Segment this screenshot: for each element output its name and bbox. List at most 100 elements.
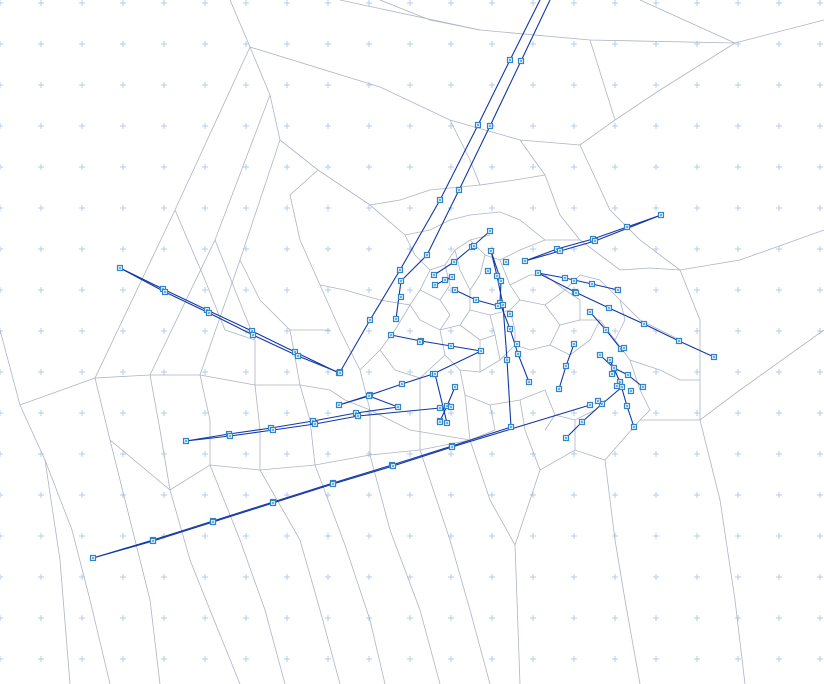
graph-node[interactable] xyxy=(598,353,603,358)
graph-node[interactable] xyxy=(501,303,506,308)
graph-node[interactable] xyxy=(472,244,477,249)
graph-node[interactable] xyxy=(620,385,625,390)
graph-node[interactable] xyxy=(622,346,627,351)
graph-node[interactable] xyxy=(443,278,448,283)
graph-node[interactable] xyxy=(251,333,256,338)
graph-node[interactable] xyxy=(496,304,501,309)
graph-node[interactable] xyxy=(488,229,493,234)
graph-node[interactable] xyxy=(516,352,521,357)
graph-node[interactable] xyxy=(433,283,438,288)
graph-node[interactable] xyxy=(91,556,96,561)
graph-node[interactable] xyxy=(438,406,443,411)
graph-node[interactable] xyxy=(612,366,617,371)
graph-node[interactable] xyxy=(486,269,491,274)
graph-node[interactable] xyxy=(452,260,457,265)
graph-node[interactable] xyxy=(271,428,276,433)
graph-node[interactable] xyxy=(445,421,450,426)
graph-node[interactable] xyxy=(228,434,233,439)
graph-node[interactable] xyxy=(398,268,403,273)
graph-node[interactable] xyxy=(572,342,577,347)
graph-node[interactable] xyxy=(626,373,631,378)
graph-node[interactable] xyxy=(523,259,528,264)
graph-node[interactable] xyxy=(508,58,513,63)
graph-node[interactable] xyxy=(438,420,443,425)
graph-node[interactable] xyxy=(399,295,404,300)
graph-node[interactable] xyxy=(296,354,301,359)
graph-node[interactable] xyxy=(271,501,276,506)
graph-node[interactable] xyxy=(449,344,454,349)
link-path[interactable] xyxy=(120,268,339,373)
graph-node[interactable] xyxy=(574,291,579,296)
graph-node[interactable] xyxy=(476,123,481,128)
graph-node[interactable] xyxy=(479,349,484,354)
graph-node[interactable] xyxy=(331,482,336,487)
graph-node[interactable] xyxy=(391,464,396,469)
graph-node[interactable] xyxy=(596,399,601,404)
link-path[interactable] xyxy=(538,273,618,290)
graph-node[interactable] xyxy=(615,384,620,389)
graph-node[interactable] xyxy=(211,520,216,525)
graph-node[interactable] xyxy=(629,389,634,394)
graph-node[interactable] xyxy=(356,414,361,419)
graph-node[interactable] xyxy=(564,364,569,369)
graph-node[interactable] xyxy=(499,279,504,284)
graph-node[interactable] xyxy=(625,225,630,230)
graph-node[interactable] xyxy=(118,266,123,271)
graph-node[interactable] xyxy=(625,404,630,409)
graph-node[interactable] xyxy=(642,322,647,327)
graph-node[interactable] xyxy=(488,124,493,129)
graph-node[interactable] xyxy=(572,279,577,284)
graph-node[interactable] xyxy=(474,298,479,303)
graph-node[interactable] xyxy=(677,339,682,344)
graph-node[interactable] xyxy=(449,405,454,410)
graph-node[interactable] xyxy=(508,327,513,332)
graph-node[interactable] xyxy=(337,403,342,408)
graph-node[interactable] xyxy=(519,59,524,64)
graph-node[interactable] xyxy=(495,274,500,279)
graph-node[interactable] xyxy=(313,422,318,427)
graph-node[interactable] xyxy=(509,425,514,430)
graph-node[interactable] xyxy=(712,355,717,360)
graph-node[interactable] xyxy=(394,317,399,322)
link-path[interactable] xyxy=(396,0,550,319)
graph-node[interactable] xyxy=(438,198,443,203)
graph-node[interactable] xyxy=(453,385,458,390)
graph-node[interactable] xyxy=(368,318,373,323)
graph-node[interactable] xyxy=(433,372,438,377)
graph-node[interactable] xyxy=(399,279,404,284)
graph-node[interactable] xyxy=(515,342,520,347)
graph-node[interactable] xyxy=(593,239,598,244)
graph-node[interactable] xyxy=(396,405,401,410)
graph-node[interactable] xyxy=(425,253,430,258)
graph-node[interactable] xyxy=(604,328,609,333)
graph-node[interactable] xyxy=(527,380,532,385)
graph-node[interactable] xyxy=(508,312,513,317)
graph-node[interactable] xyxy=(641,385,646,390)
graph-node[interactable] xyxy=(367,394,372,399)
graph-node[interactable] xyxy=(610,372,615,377)
graph-node[interactable] xyxy=(505,358,510,363)
graph-node[interactable] xyxy=(163,290,168,295)
graph-node[interactable] xyxy=(659,213,664,218)
graph-node[interactable] xyxy=(564,436,569,441)
graph-node[interactable] xyxy=(558,249,563,254)
graph-node[interactable] xyxy=(450,275,455,280)
graph-node[interactable] xyxy=(563,276,568,281)
graph-node[interactable] xyxy=(590,282,595,287)
graph-node[interactable] xyxy=(151,539,156,544)
graph-node[interactable] xyxy=(453,288,458,293)
graph-node[interactable] xyxy=(557,387,562,392)
graph-node[interactable] xyxy=(588,310,593,315)
graph-node[interactable] xyxy=(207,311,212,316)
graph-node[interactable] xyxy=(580,420,585,425)
graph-node[interactable] xyxy=(418,340,423,345)
graph-node[interactable] xyxy=(389,333,394,338)
graph-node[interactable] xyxy=(489,249,494,254)
graph-node[interactable] xyxy=(338,371,343,376)
graph-node[interactable] xyxy=(457,188,462,193)
link-path[interactable] xyxy=(186,407,398,441)
link-path[interactable] xyxy=(339,351,481,405)
graph-node[interactable] xyxy=(588,403,593,408)
